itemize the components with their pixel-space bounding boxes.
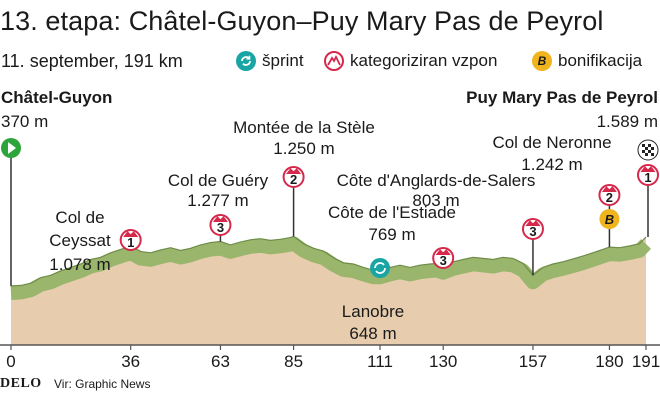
- bonus-symbol: B: [605, 212, 614, 227]
- sprint-icon: [370, 258, 391, 278]
- climb-icon: [324, 51, 344, 71]
- finish-marker: [637, 139, 659, 161]
- legend-sprint: šprint: [236, 51, 304, 71]
- climb-label: Montée de la Stèle: [233, 118, 375, 137]
- legend-bonus: B bonifikacija: [532, 51, 642, 71]
- climb-marker: 1: [637, 164, 659, 186]
- x-tick-label: 157: [519, 352, 547, 371]
- sprint-marker: [370, 258, 391, 278]
- climb-label: Ceyssat: [49, 231, 111, 250]
- climb-label: 1.250 m: [273, 139, 334, 158]
- climb-marker: 1: [119, 229, 142, 251]
- profile-ridge: [10, 236, 652, 300]
- bonus-icon: B: [532, 51, 552, 71]
- checker-cell: [642, 144, 645, 147]
- climb-label: Col de Neronne: [492, 133, 611, 152]
- climb-category: 3: [529, 224, 536, 239]
- x-axis: 0 36 63 85 111 130 157 180 191: [0, 344, 660, 371]
- checker-cell: [645, 153, 648, 156]
- climb-icon: [213, 216, 228, 223]
- climb-icon: [435, 249, 451, 256]
- finish-elevation: 1.589 m: [597, 112, 658, 131]
- x-tick-label: 191: [632, 352, 660, 371]
- climb-label: 1.242 m: [521, 155, 582, 174]
- profile-layer: [10, 235, 652, 345]
- bonus-icon: [599, 209, 620, 229]
- climb-marker: 2: [282, 166, 305, 188]
- play-icon: [8, 142, 16, 154]
- legend-climb: kategoriziran vzpon: [324, 51, 497, 71]
- legend-bonus-label: bonifikacija: [558, 51, 643, 70]
- climb-icon: [123, 231, 139, 238]
- climb-category: 3: [217, 220, 224, 235]
- checker-cell: [648, 150, 651, 153]
- publisher-logo: DELO: [0, 376, 42, 391]
- checker-cell: [645, 147, 648, 150]
- x-tick-label: 130: [429, 352, 457, 371]
- climb-category: 3: [440, 253, 447, 268]
- start-elevation: 370 m: [1, 112, 48, 131]
- climb-icon: [286, 168, 301, 175]
- checker-cell: [651, 147, 654, 150]
- climb-label: 1.078 m: [49, 255, 110, 274]
- start-name: Châtel-Guyon: [1, 88, 112, 107]
- climb-icon: [640, 166, 656, 173]
- climb-category: 1: [127, 235, 134, 250]
- sprint-icon: [236, 51, 256, 71]
- climb-category: 2: [606, 190, 613, 205]
- climb-label: Col de Guéry: [168, 171, 269, 190]
- climb-marker: 3: [521, 218, 544, 240]
- profile-outline: [10, 235, 647, 287]
- x-tick-label: 180: [595, 352, 623, 371]
- marker-layer: 1 3 2 3 3 2 B 1: [1, 138, 659, 286]
- climb-marker: 2: [598, 184, 621, 206]
- climb-label: Côte de l'Estiade: [328, 203, 456, 222]
- climb-category: 2: [290, 172, 297, 187]
- bonus-marker: B: [599, 209, 620, 229]
- climb-label: Col de: [55, 208, 104, 227]
- legend-sprint-label: šprint: [262, 51, 304, 70]
- checker-cell: [642, 150, 645, 153]
- x-tick-label: 36: [121, 352, 140, 371]
- climb-icon: [602, 186, 617, 193]
- climb-marker: 3: [432, 247, 455, 269]
- climb-marker: 3: [209, 214, 232, 236]
- sprint-arrows: [374, 262, 386, 274]
- checker-cell: [648, 144, 651, 147]
- source-note: Vir: Graphic News: [54, 377, 151, 391]
- climb-label: 803 m: [412, 191, 459, 210]
- x-tick-label: 0: [6, 352, 15, 371]
- sprint-label: 648 m: [349, 324, 396, 343]
- climb-label: 769 m: [368, 225, 415, 244]
- x-tick-label: 85: [284, 352, 303, 371]
- x-tick-label: 63: [211, 352, 230, 371]
- climb-category: 1: [644, 170, 651, 185]
- finish-name: Puy Mary Pas de Peyrol: [466, 88, 658, 107]
- climb-label: 1.277 m: [187, 191, 248, 210]
- checker-cell: [651, 153, 654, 156]
- sprint-label: Lanobre: [342, 302, 404, 321]
- profile-fill: [11, 236, 646, 345]
- x-tick-label: 111: [367, 352, 393, 371]
- page-title: 13. etapa: Châtel-Guyon–Puy Mary Pas de …: [0, 6, 604, 36]
- climb-label: Côte d'Anglards-de-Salers: [337, 171, 536, 190]
- climb-icon: [525, 220, 541, 227]
- legend-climb-label: kategoriziran vzpon: [350, 51, 498, 70]
- stage-date-distance: 11. september, 191 km: [1, 51, 183, 71]
